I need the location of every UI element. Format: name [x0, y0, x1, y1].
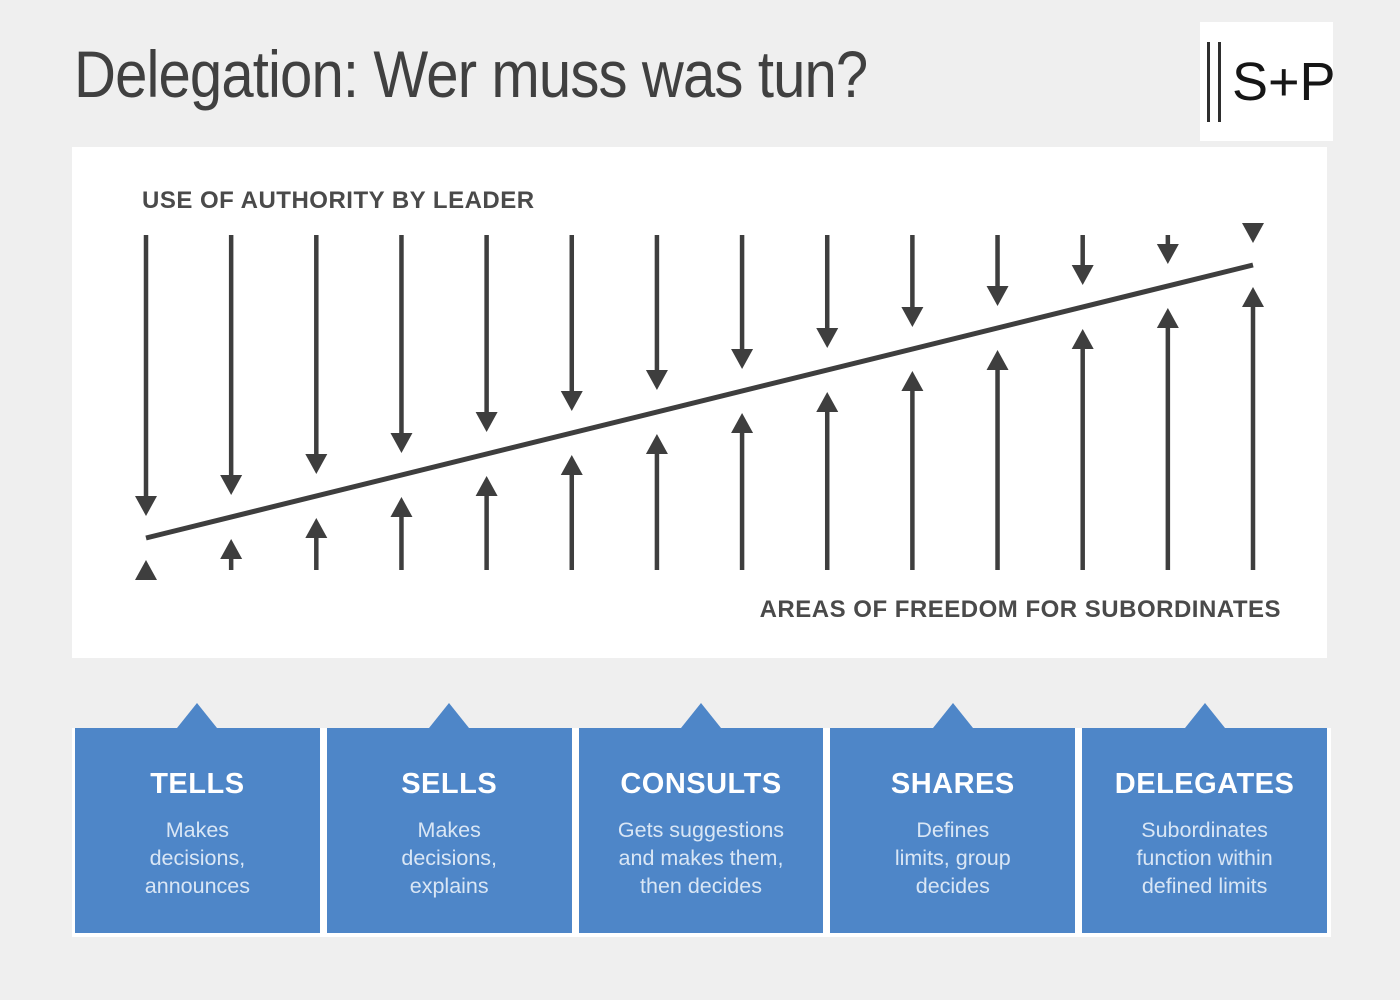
pointer-up-icon	[177, 703, 218, 728]
stage-title: SELLS	[401, 768, 498, 800]
authority-down-arrow	[305, 235, 328, 474]
logo-bar-icon	[1218, 41, 1221, 122]
authority-axis-label: USE OF AUTHORITY BY LEADER	[142, 187, 535, 214]
freedom-up-arrow	[1071, 329, 1094, 570]
freedom-axis-label: AREAS OF FREEDOM FOR SUBORDINATES	[759, 596, 1281, 623]
stages-row: TELLS Makes decisions, announces SELLS M…	[72, 703, 1331, 937]
stage-title: CONSULTS	[620, 768, 782, 800]
logo-bars-icon	[1207, 41, 1221, 122]
authority-down-arrow	[475, 235, 498, 432]
stage-description: Defines limits, group decides	[894, 818, 1011, 898]
authority-down-arrow	[731, 235, 754, 369]
stage-consults: CONSULTS Gets suggestions and makes them…	[578, 703, 824, 933]
continuum-svg	[135, 223, 1264, 580]
continuum-diagonal-line	[145, 262, 1254, 541]
freedom-up-arrow	[816, 392, 839, 570]
stage-description: Makes decisions, explains	[401, 818, 497, 898]
freedom-up-arrow	[475, 476, 498, 570]
freedom-up-arrow	[645, 434, 668, 570]
freedom-up-arrow	[135, 560, 157, 580]
pointer-up-icon	[429, 703, 470, 728]
freedom-up-arrow	[1242, 287, 1264, 570]
stage-tells: TELLS Makes decisions, announces	[75, 703, 320, 933]
page-title: Delegation: Wer muss was tun?	[74, 37, 868, 111]
continuum-panel: USE OF AUTHORITY BY LEADER AREAS OF FREE…	[72, 147, 1327, 658]
stage-description: Gets suggestions and makes them, then de…	[617, 818, 785, 898]
freedom-up-arrow	[390, 497, 413, 570]
freedom-up-arrow	[220, 539, 243, 570]
authority-down-arrow	[816, 235, 839, 348]
authority-down-arrow	[901, 235, 924, 327]
authority-down-arrow	[1071, 235, 1094, 285]
logo-bar-icon	[1207, 41, 1210, 122]
pointer-up-icon	[680, 703, 721, 728]
freedom-up-arrow	[901, 371, 924, 570]
authority-down-arrow	[1156, 235, 1179, 264]
authority-down-arrow	[1242, 223, 1264, 243]
logo-text: S+P	[1232, 51, 1336, 112]
stage-sells: SELLS Makes decisions, explains	[326, 703, 572, 933]
pointer-up-icon	[1184, 703, 1225, 728]
stage-description: Makes decisions, announces	[144, 818, 250, 898]
freedom-up-arrow	[560, 455, 583, 570]
logo: S+P	[1200, 22, 1336, 141]
authority-down-arrow	[986, 235, 1009, 306]
stage-description: Subordinates function within defined lim…	[1136, 818, 1273, 898]
authority-down-arrow	[390, 235, 413, 453]
authority-down-arrow	[560, 235, 583, 411]
stage-title: SHARES	[890, 768, 1015, 800]
pointer-up-icon	[932, 703, 973, 728]
authority-down-arrow	[220, 235, 243, 495]
stage-title: TELLS	[150, 768, 245, 800]
freedom-up-arrow	[986, 350, 1009, 570]
authority-down-arrow	[135, 235, 157, 516]
freedom-up-arrow	[1156, 308, 1179, 570]
stage-shares: SHARES Defines limits, group decides	[830, 703, 1076, 933]
stage-title: DELEGATES	[1114, 768, 1295, 800]
freedom-up-arrow	[305, 518, 328, 570]
freedom-up-arrow	[731, 413, 754, 570]
stage-delegates: DELEGATES Subordinates function within d…	[1082, 703, 1327, 933]
authority-down-arrow	[645, 235, 668, 390]
